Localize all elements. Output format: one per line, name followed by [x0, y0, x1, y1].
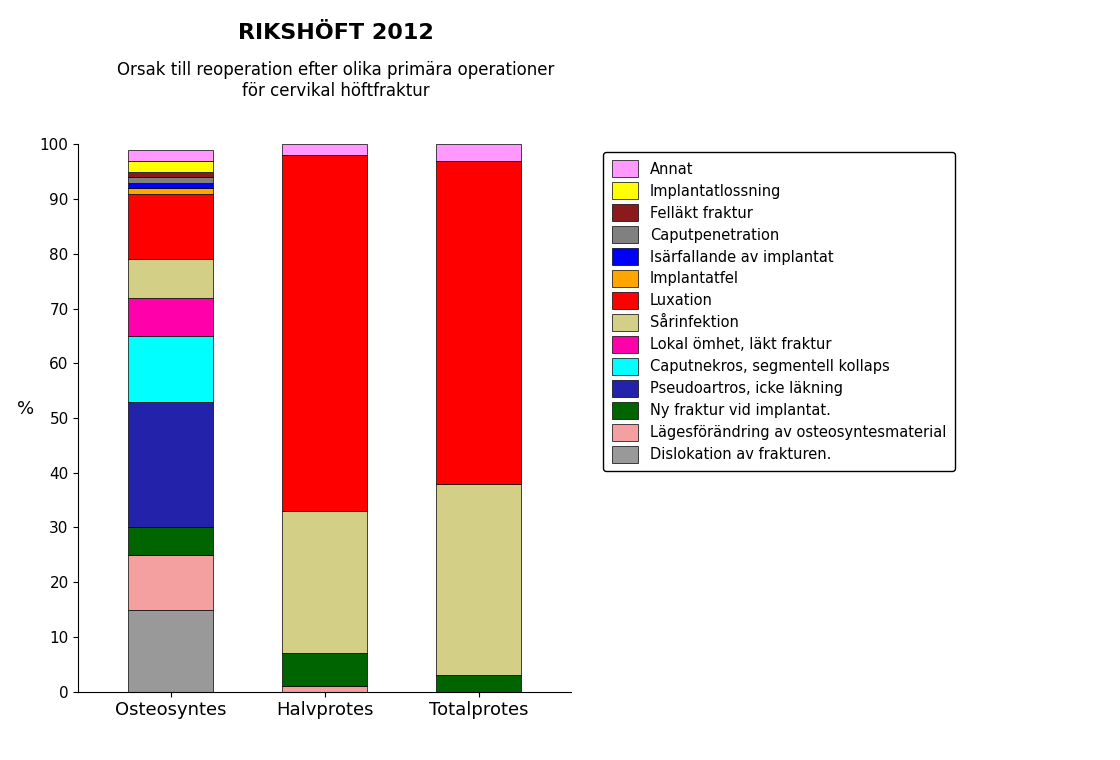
Bar	[437, 483, 521, 675]
Bar	[129, 336, 213, 401]
Bar	[282, 686, 367, 692]
Bar	[129, 401, 213, 527]
Bar	[437, 161, 521, 483]
Bar	[129, 172, 213, 177]
Bar	[129, 610, 213, 692]
Bar	[129, 150, 213, 161]
Bar	[129, 298, 213, 336]
Bar	[282, 511, 367, 654]
Bar	[129, 555, 213, 610]
Y-axis label: %: %	[17, 400, 35, 418]
Bar	[129, 194, 213, 259]
Bar	[129, 182, 213, 188]
Bar	[437, 144, 521, 161]
Bar	[129, 161, 213, 172]
Text: RIKSHÖFT 2012: RIKSHÖFT 2012	[239, 23, 433, 43]
Bar	[129, 527, 213, 555]
Bar	[282, 155, 367, 511]
Bar	[129, 188, 213, 194]
Bar	[129, 177, 213, 182]
Bar	[129, 259, 213, 298]
Bar	[282, 654, 367, 686]
Text: Orsak till reoperation efter olika primära operationer
för cervikal höftfraktur: Orsak till reoperation efter olika primä…	[118, 61, 554, 100]
Bar	[282, 144, 367, 155]
Bar	[437, 675, 521, 692]
Legend: Annat, Implantatlossning, Felläkt fraktur, Caputpenetration, Isärfallande av imp: Annat, Implantatlossning, Felläkt fraktu…	[604, 152, 955, 471]
